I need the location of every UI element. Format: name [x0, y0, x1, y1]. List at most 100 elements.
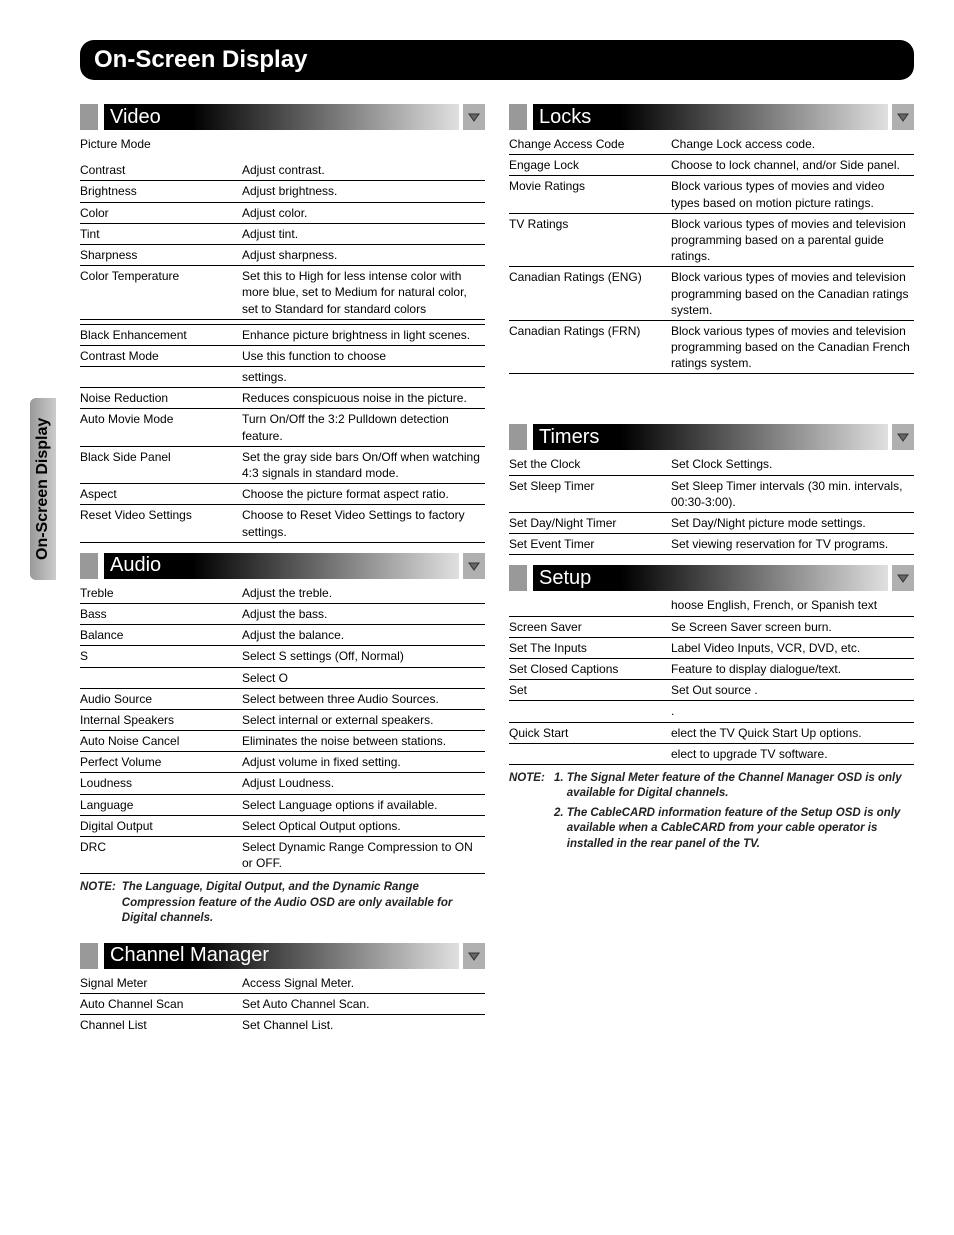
cell-desc: Choose to Reset Video Settings to factor…: [242, 505, 485, 542]
right-note: NOTE: The Signal Meter feature of the Ch…: [509, 765, 914, 863]
cell-desc: Adjust color.: [242, 202, 485, 223]
cell-label: Color: [80, 202, 242, 223]
setup-table: hoose English, French, or Spanish text S…: [509, 595, 914, 765]
cell-label: Color Temperature: [80, 266, 242, 320]
cell-desc: Select O: [242, 667, 485, 688]
cell-desc: Adjust Loudness.: [242, 773, 485, 794]
header-square: [509, 104, 527, 130]
table-row: TintAdjust tint.: [80, 223, 485, 244]
table-row: Picture Mode: [80, 134, 485, 154]
table-row: Digital OutputSelect Optical Output opti…: [80, 815, 485, 836]
cell-desc: Set Channel List.: [242, 1015, 485, 1036]
cell-desc: Select S settings (Off, Normal): [242, 646, 485, 667]
table-row: Perfect VolumeAdjust volume in fixed set…: [80, 752, 485, 773]
table-row: LanguageSelect Language options if avail…: [80, 794, 485, 815]
table-row: Set Sleep TimerSet Sleep Timer intervals…: [509, 475, 914, 512]
cell-label: [80, 667, 242, 688]
cell-label: Set: [509, 680, 671, 701]
table-row: AspectChoose the picture format aspect r…: [80, 484, 485, 505]
cell-label: Treble: [80, 583, 242, 604]
columns: Video Picture Mode ContrastAdjust contra…: [80, 94, 914, 1035]
cell-desc: Adjust the balance.: [242, 625, 485, 646]
cell-label: TV Ratings: [509, 213, 671, 267]
cell-label: Black Side Panel: [80, 446, 242, 483]
cell-label: Canadian Ratings (FRN): [509, 320, 671, 374]
setup-title: Setup: [533, 565, 888, 591]
cell-label: Set the Clock: [509, 454, 671, 475]
cell-label: Movie Ratings: [509, 176, 671, 213]
table-row: Quick Start elect the TV Quick Start Up …: [509, 722, 914, 743]
cell-label: Channel List: [80, 1015, 242, 1036]
video-title: Video: [104, 104, 459, 130]
dropdown-icon: [892, 104, 914, 130]
table-row: SharpnessAdjust sharpness.: [80, 244, 485, 265]
cell-desc: Use this function to choose: [242, 345, 485, 366]
cell-label: Auto Channel Scan: [80, 994, 242, 1015]
cell-label: Audio Source: [80, 688, 242, 709]
cell-desc: Set Clock Settings.: [671, 454, 914, 475]
cell-label: Balance: [80, 625, 242, 646]
table-row: Color TemperatureSet this to High for le…: [80, 266, 485, 320]
cell-label: Contrast: [80, 160, 242, 181]
cell-label: Noise Reduction: [80, 388, 242, 409]
cell-label: [80, 367, 242, 388]
cell-desc: Adjust tint.: [242, 223, 485, 244]
channel-table: Signal MeterAccess Signal Meter.Auto Cha…: [80, 973, 485, 1036]
cell-label: Set Sleep Timer: [509, 475, 671, 512]
cell-desc: Set this to High for less intense color …: [242, 266, 485, 320]
table-row: DRCSelect Dynamic Range Compression to O…: [80, 837, 485, 874]
page-title: On-Screen Display: [80, 40, 914, 80]
table-row: ColorAdjust color.: [80, 202, 485, 223]
cell-label: Set The Inputs: [509, 637, 671, 658]
table-row: settings.: [80, 367, 485, 388]
channel-header: Channel Manager: [80, 943, 485, 969]
cell-desc: Block various types of movies and televi…: [671, 320, 914, 374]
table-row: hoose English, French, or Spanish text: [509, 595, 914, 616]
channel-title: Channel Manager: [104, 943, 459, 969]
table-row: Internal SpeakersSelect internal or exte…: [80, 709, 485, 730]
cell-label: Black Enhancement: [80, 324, 242, 345]
video-table: Picture Mode: [80, 134, 485, 160]
cell-desc: Feature to display dialogue/text.: [671, 658, 914, 679]
table-row: Set the ClockSet Clock Settings.: [509, 454, 914, 475]
locks-title: Locks: [533, 104, 888, 130]
table-row: Contrast ModeUse this function to choose: [80, 345, 485, 366]
table-row: Movie RatingsBlock various types of movi…: [509, 176, 914, 213]
cell-desc: Choose to lock channel, and/or Side pane…: [671, 155, 914, 176]
timers-table: Set the ClockSet Clock Settings.Set Slee…: [509, 454, 914, 555]
cell-label: DRC: [80, 837, 242, 874]
cell-label: Engage Lock: [509, 155, 671, 176]
cell-label: Signal Meter: [80, 973, 242, 994]
left-column: Video Picture Mode ContrastAdjust contra…: [80, 94, 485, 1035]
table-row: .: [509, 701, 914, 722]
cell-label: S: [80, 646, 242, 667]
cell-desc: elect the TV Quick Start Up options.: [671, 722, 914, 743]
table-row: Black Side PanelSet the gray side bars O…: [80, 446, 485, 483]
cell-desc: Reduces conspicuous noise in the picture…: [242, 388, 485, 409]
table-row: BassAdjust the bass.: [80, 603, 485, 624]
cell-label: Screen Saver: [509, 616, 671, 637]
cell-label: Auto Movie Mode: [80, 409, 242, 446]
cell-label: Canadian Ratings (ENG): [509, 267, 671, 321]
timers-header: Timers: [509, 424, 914, 450]
table-row: Auto Channel ScanSet Auto Channel Scan.: [80, 994, 485, 1015]
cell-desc: Select Language options if available.: [242, 794, 485, 815]
cell-desc: Adjust brightness.: [242, 181, 485, 202]
cell-desc: Select between three Audio Sources.: [242, 688, 485, 709]
cell-label: Digital Output: [80, 815, 242, 836]
cell-desc: Set Out source .: [671, 680, 914, 701]
note-list: The Signal Meter feature of the Channel …: [551, 771, 908, 853]
cell-desc: Set the gray side bars On/Off when watch…: [242, 446, 485, 483]
cell-label: Aspect: [80, 484, 242, 505]
dropdown-icon: [892, 424, 914, 450]
header-square: [80, 104, 98, 130]
cell-desc: Access Signal Meter.: [242, 973, 485, 994]
cell-desc: Adjust sharpness.: [242, 244, 485, 265]
cell-desc: Select Optical Output options.: [242, 815, 485, 836]
table-row: Reset Video SettingsChoose to Reset Vide…: [80, 505, 485, 542]
video-header: Video: [80, 104, 485, 130]
note-body: The Signal Meter feature of the Channel …: [551, 771, 908, 857]
audio-note: NOTE: The Language, Digital Output, and …: [80, 874, 485, 933]
cell-label: Contrast Mode: [80, 345, 242, 366]
cell-label: Reset Video Settings: [80, 505, 242, 542]
